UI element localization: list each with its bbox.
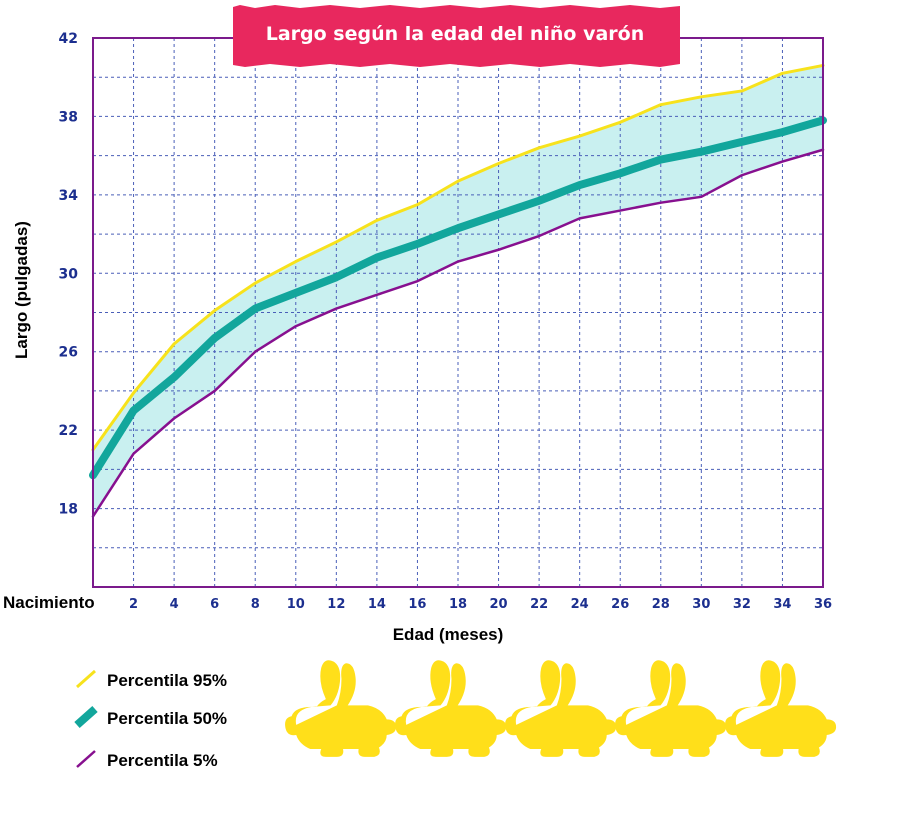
legend-label: Percentila 95% xyxy=(107,671,227,690)
legend: Percentila 95% Percentila 50% Percentila 5… xyxy=(74,669,227,770)
series-line-5-percentile xyxy=(91,148,825,518)
x-tick-label: 4 xyxy=(170,597,179,612)
percentile-band xyxy=(93,65,823,517)
bunny-icon xyxy=(395,660,507,757)
bunny-icon xyxy=(285,660,397,757)
x-tick-label: 6 xyxy=(210,597,219,612)
title-banner xyxy=(233,5,680,67)
series-layer xyxy=(89,63,827,518)
x-tick-label: 18 xyxy=(449,597,467,612)
y-tick-label: 34 xyxy=(59,188,79,204)
x-tick-label: 32 xyxy=(733,597,751,612)
y-tick-label: 18 xyxy=(59,502,78,518)
y-tick-label: 30 xyxy=(59,266,79,282)
y-tick-label: 22 xyxy=(59,423,78,439)
chart-title: Largo según la edad del niño varón xyxy=(233,5,680,67)
x-tick-label: 24 xyxy=(571,597,589,612)
y-tick-label: 26 xyxy=(59,345,78,361)
legend-swatch xyxy=(76,750,96,768)
x-tick-label: 16 xyxy=(408,597,426,612)
x-axis-label: Edad (meses) xyxy=(393,625,504,644)
x-tick-label: 28 xyxy=(652,597,670,612)
legend-swatch xyxy=(74,706,98,728)
x-tick-label: 30 xyxy=(692,597,710,612)
y-axis-label: Largo (pulgadas) xyxy=(12,221,31,359)
legend-label: Percentila 5% xyxy=(107,751,218,770)
x-tick-label: 34 xyxy=(773,597,791,612)
y-tick-label: 38 xyxy=(59,109,78,125)
x-tick-label: 10 xyxy=(287,597,305,612)
y-tick-label: 42 xyxy=(59,31,78,47)
x-tick-label: 8 xyxy=(251,597,260,612)
bunny-icon xyxy=(725,660,837,757)
series-line-95-percentile xyxy=(91,63,825,452)
legend-label: Percentila 50% xyxy=(107,709,227,728)
bunny-icon xyxy=(505,660,617,757)
x-tick-label: 22 xyxy=(530,597,548,612)
percentile-band-layer xyxy=(93,65,823,517)
bunny-decorations xyxy=(285,660,837,757)
x-tick-label-birth: Nacimiento xyxy=(3,593,95,612)
x-tick-label: 12 xyxy=(327,597,345,612)
x-tick-label: 36 xyxy=(814,597,832,612)
x-tick-label: 2 xyxy=(129,597,138,612)
x-tick-label: 14 xyxy=(368,597,386,612)
legend-swatch xyxy=(76,669,96,689)
chart-title-text: Largo según la edad del niño varón xyxy=(266,23,645,45)
x-tick-label: 20 xyxy=(490,597,508,612)
x-tick-label: 26 xyxy=(611,597,629,612)
bunny-icon xyxy=(615,660,727,757)
series-line-50-percentile xyxy=(89,116,827,480)
